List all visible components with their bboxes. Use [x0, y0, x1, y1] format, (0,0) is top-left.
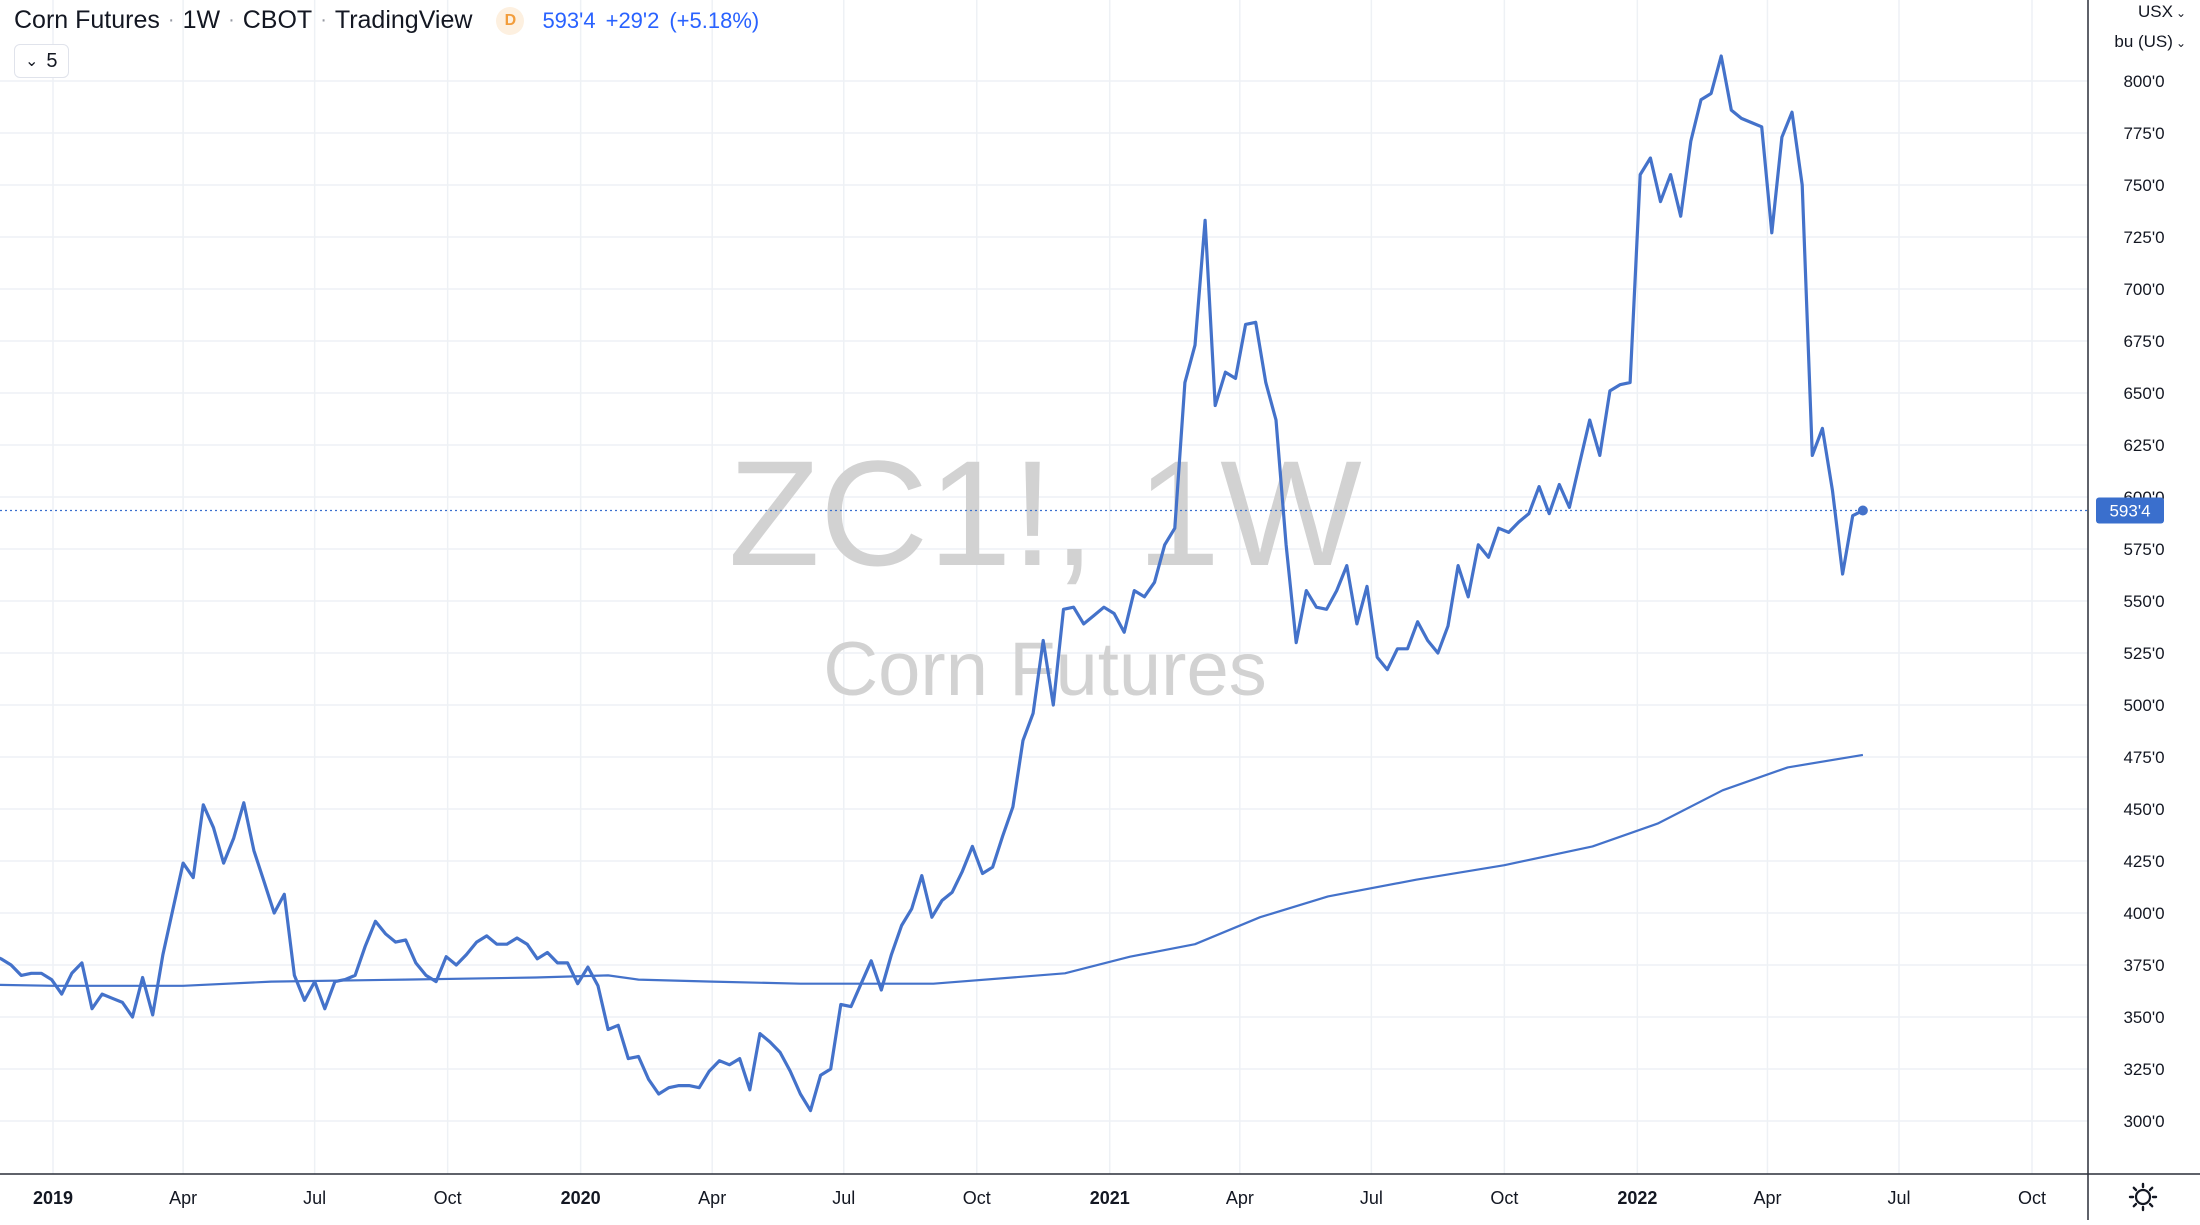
last-price-label: 593'4 [2109, 502, 2150, 521]
source-label: TradingView [334, 6, 473, 34]
y-tick-label: 775'0 [2123, 124, 2164, 143]
x-tick-label: Oct [2018, 1188, 2046, 1208]
gear-icon[interactable] [2128, 1182, 2158, 1212]
x-tick-label: 2022 [1617, 1188, 1657, 1208]
chevron-down-icon: ⌄ [2175, 6, 2186, 20]
x-tick-label: 2021 [1090, 1188, 1130, 1208]
watermark: ZC1!, 1W Corn Futures [728, 429, 1362, 712]
symbol-title[interactable]: Corn Futures [14, 6, 160, 34]
moving-average-line [0, 753, 1864, 987]
series [0, 54, 1864, 1113]
y-tick-label: 575'0 [2123, 540, 2164, 559]
x-tick-label: Oct [963, 1188, 991, 1208]
chevron-down-icon: ⌄ [2175, 36, 2186, 50]
x-tick-label: Jul [1887, 1188, 1910, 1208]
y-tick-label: 400'0 [2123, 904, 2164, 923]
y-tick-label: 800'0 [2123, 72, 2164, 91]
watermark-name: Corn Futures [823, 627, 1267, 712]
separator: · [320, 9, 327, 31]
price-labels: 593'4 [0, 497, 2164, 524]
y-tick-label: 625'0 [2123, 436, 2164, 455]
separator: · [167, 9, 175, 31]
currency-label: USX [2137, 2, 2173, 21]
unit-selector[interactable]: bu (US) ⌄ [2114, 32, 2186, 52]
y-tick-label: 650'0 [2123, 384, 2164, 403]
x-tick-label: 2019 [33, 1188, 73, 1208]
y-tick-label: 350'0 [2123, 1008, 2164, 1027]
y-tick-label: 300'0 [2123, 1112, 2164, 1131]
price-line [0, 54, 1864, 1113]
x-tick-label: Jul [303, 1188, 326, 1208]
y-tick-label: 525'0 [2123, 644, 2164, 663]
x-tick-label: Jul [1360, 1188, 1383, 1208]
last-price: 593'4 [542, 7, 596, 33]
gridlines [0, 0, 2088, 1174]
x-tick-label: Oct [1490, 1188, 1518, 1208]
y-tick-label: 675'0 [2123, 332, 2164, 351]
y-tick-label: 375'0 [2123, 956, 2164, 975]
unit-label: bu (US) [2114, 32, 2173, 51]
legend-toggle-button[interactable]: ⌄ 5 [14, 44, 69, 78]
y-tick-label: 750'0 [2123, 176, 2164, 195]
x-tick-label: Oct [434, 1188, 462, 1208]
y-tick-label: 425'0 [2123, 852, 2164, 871]
y-tick-label: 725'0 [2123, 228, 2164, 247]
watermark-symbol: ZC1!, 1W [728, 429, 1362, 597]
y-tick-label: 450'0 [2123, 800, 2164, 819]
currency-selector[interactable]: USX ⌄ [2138, 2, 2186, 22]
x-tick-label: Apr [698, 1188, 726, 1208]
price-change-percent: (+5.18%) [669, 7, 760, 33]
symbol-header: Corn Futures · 1W · CBOT · TradingView D… [14, 6, 769, 35]
x-tick-label: Jul [832, 1188, 855, 1208]
x-tick-label: Apr [1226, 1188, 1254, 1208]
y-tick-label: 475'0 [2123, 748, 2164, 767]
interval-label[interactable]: 1W [182, 6, 221, 34]
x-tick-label: 2020 [561, 1188, 601, 1208]
y-tick-label: 550'0 [2123, 592, 2164, 611]
y-tick-label: 500'0 [2123, 696, 2164, 715]
exchange-label: CBOT [242, 6, 313, 34]
x-tick-label: Apr [169, 1188, 197, 1208]
y-tick-label: 700'0 [2123, 280, 2164, 299]
chevron-down-icon: ⌄ [25, 53, 39, 70]
delayed-badge[interactable]: D [496, 6, 525, 35]
quote-values: 593'4 +29'2 (+5.18%) [542, 8, 769, 34]
y-tick-label: 325'0 [2123, 1060, 2164, 1079]
last-price-dot [1857, 505, 1868, 516]
legend-count: 5 [46, 49, 58, 72]
separator: · [228, 9, 235, 31]
last-price-label-bg [2096, 497, 2164, 524]
price-change: +29'2 [605, 7, 660, 33]
x-tick-label: Apr [1753, 1188, 1781, 1208]
